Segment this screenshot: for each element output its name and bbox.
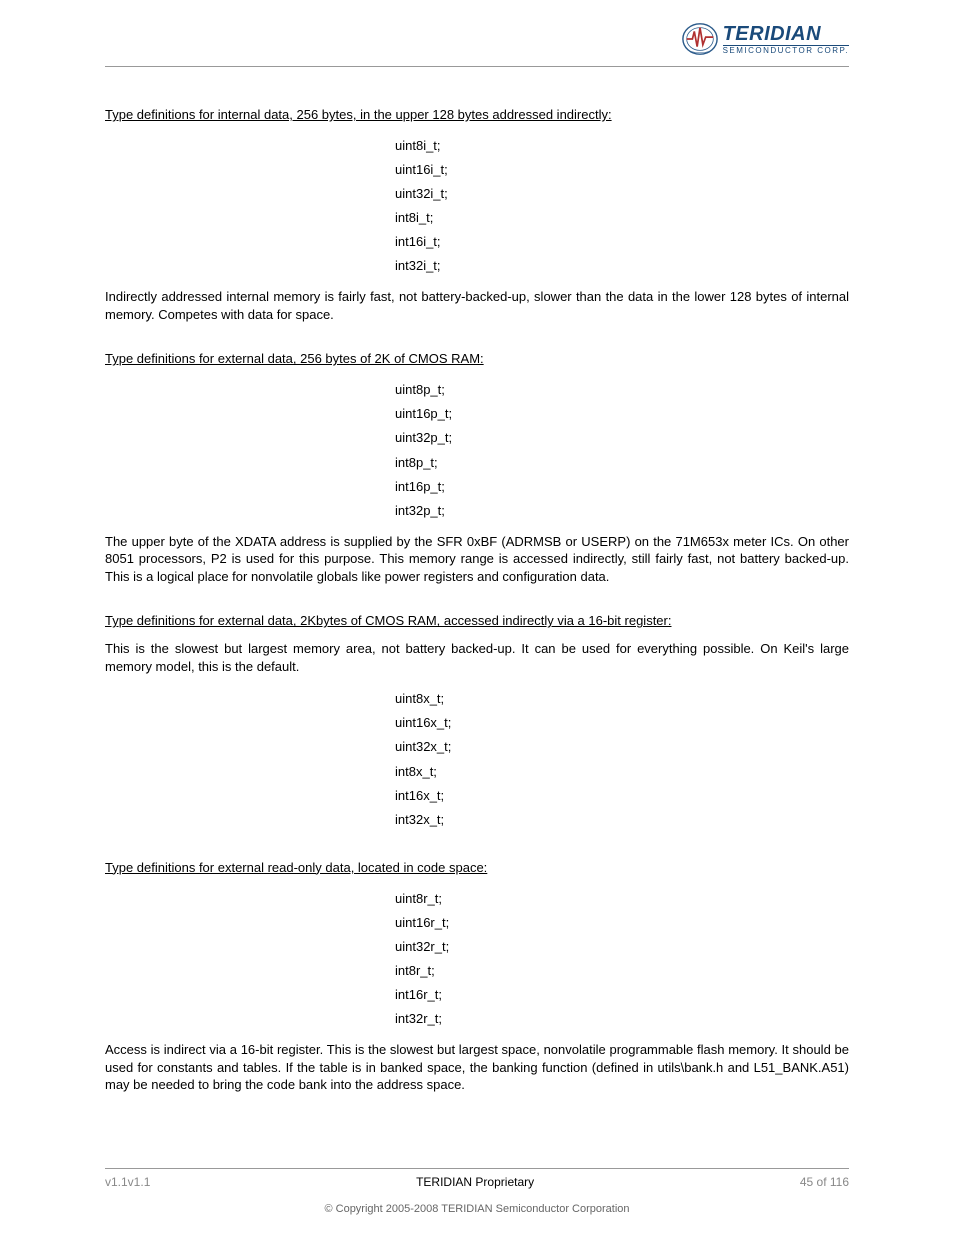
type-item: uint8x_t; xyxy=(395,687,849,711)
section-paragraph: Indirectly addressed internal memory is … xyxy=(105,288,849,323)
footer-line: v1.1v1.1 TERIDIAN Proprietary 45 of 116 xyxy=(105,1168,849,1189)
type-item: int8r_t; xyxy=(395,959,849,983)
type-list: uint8p_t; uint16p_t; uint32p_t; int8p_t;… xyxy=(395,378,849,522)
type-item: uint16p_t; xyxy=(395,402,849,426)
logo-subtitle: SEMICONDUCTOR CORP. xyxy=(723,45,849,55)
type-item: uint32r_t; xyxy=(395,935,849,959)
logo-text: TERIDIAN SEMICONDUCTOR CORP. xyxy=(723,24,849,55)
type-item: int16i_t; xyxy=(395,230,849,254)
footer-proprietary: TERIDIAN Proprietary xyxy=(416,1175,534,1189)
section-paragraph: Access is indirect via a 16-bit register… xyxy=(105,1041,849,1094)
type-item: uint8p_t; xyxy=(395,378,849,402)
footer-version: v1.1v1.1 xyxy=(105,1175,150,1189)
company-logo: TERIDIAN SEMICONDUCTOR CORP. xyxy=(681,20,849,58)
type-item: uint16x_t; xyxy=(395,711,849,735)
page-footer: v1.1v1.1 TERIDIAN Proprietary 45 of 116 … xyxy=(105,1168,849,1215)
logo-name: TERIDIAN xyxy=(723,24,849,44)
section-heading: Type definitions for internal data, 256 … xyxy=(105,107,849,122)
type-list: uint8x_t; uint16x_t; uint32x_t; int8x_t;… xyxy=(395,687,849,831)
page-header: TERIDIAN SEMICONDUCTOR CORP. xyxy=(105,20,849,67)
section-paragraph: The upper byte of the XDATA address is s… xyxy=(105,533,849,586)
type-item: int16r_t; xyxy=(395,983,849,1007)
section-paragraph: This is the slowest but largest memory a… xyxy=(105,640,849,675)
type-item: uint32x_t; xyxy=(395,735,849,759)
section-heading: Type definitions for external read-only … xyxy=(105,860,849,875)
type-list: uint8i_t; uint16i_t; uint32i_t; int8i_t;… xyxy=(395,134,849,278)
type-item: uint32p_t; xyxy=(395,426,849,450)
type-item: int8p_t; xyxy=(395,451,849,475)
type-item: int8x_t; xyxy=(395,760,849,784)
type-item: uint32i_t; xyxy=(395,182,849,206)
footer-copyright: © Copyright 2005-2008 TERIDIAN Semicondu… xyxy=(105,1203,849,1215)
logo-icon xyxy=(681,20,719,58)
type-item: int32r_t; xyxy=(395,1007,849,1031)
type-item: int8i_t; xyxy=(395,206,849,230)
page-content: TERIDIAN SEMICONDUCTOR CORP. Type defini… xyxy=(0,0,954,1094)
type-item: uint8i_t; xyxy=(395,134,849,158)
footer-page-number: 45 of 116 xyxy=(800,1175,849,1189)
type-list: uint8r_t; uint16r_t; uint32r_t; int8r_t;… xyxy=(395,887,849,1031)
type-item: uint16r_t; xyxy=(395,911,849,935)
section-heading: Type definitions for external data, 256 … xyxy=(105,351,849,366)
type-item: int32i_t; xyxy=(395,254,849,278)
type-item: uint16i_t; xyxy=(395,158,849,182)
type-item: int32p_t; xyxy=(395,499,849,523)
type-item: int16p_t; xyxy=(395,475,849,499)
type-item: int32x_t; xyxy=(395,808,849,832)
section-heading: Type definitions for external data, 2Kby… xyxy=(105,613,849,628)
type-item: int16x_t; xyxy=(395,784,849,808)
type-item: uint8r_t; xyxy=(395,887,849,911)
